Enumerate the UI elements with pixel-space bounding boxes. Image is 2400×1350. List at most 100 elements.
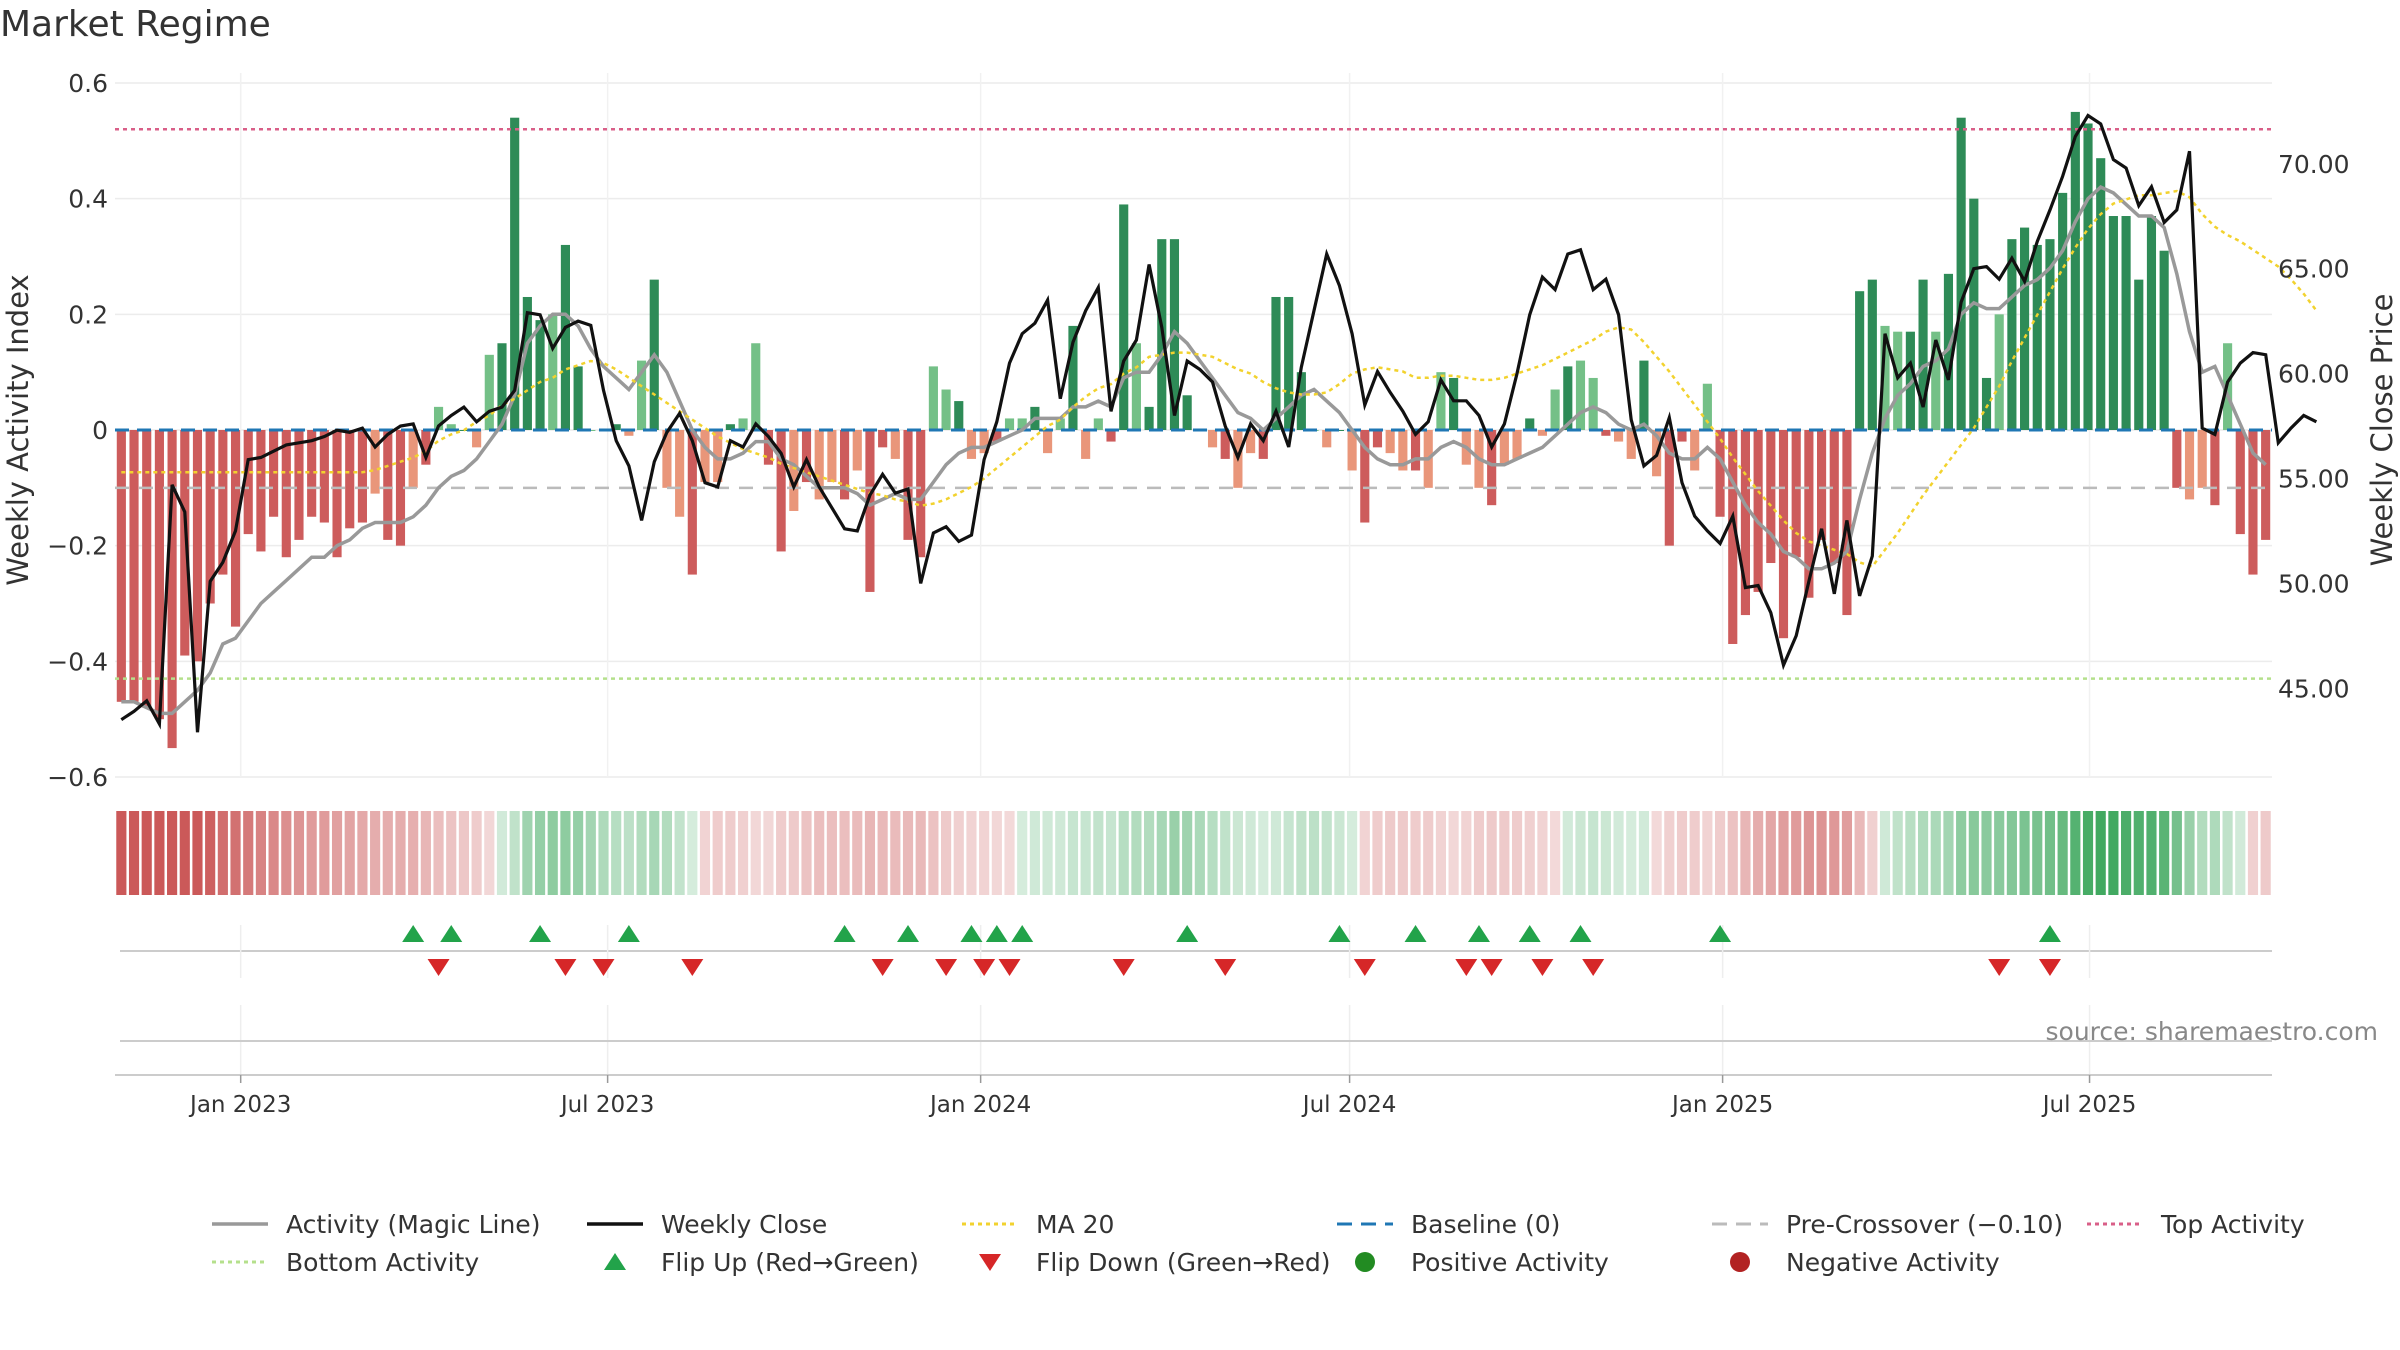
activity-bar [218, 430, 228, 575]
regime-cell [1296, 811, 1307, 895]
activity-bar [1093, 418, 1103, 430]
legend-label: Weekly Close [661, 1209, 828, 1239]
flip-down-marker [2038, 959, 2061, 976]
regime-cell [1613, 811, 1624, 895]
regime-cell [2006, 811, 2017, 895]
activity-bar [776, 430, 786, 552]
activity-bar [1004, 418, 1015, 430]
x-tick-label: Jan 2025 [1670, 1092, 1773, 1118]
activity-bar [675, 430, 685, 517]
activity-bar [1893, 331, 1903, 430]
regime-cell [2032, 811, 2043, 895]
activity-bar [1601, 430, 1611, 436]
activity-bar [1766, 430, 1776, 564]
activity-bar [1131, 343, 1141, 430]
activity-bar [370, 430, 380, 494]
legend-item: Bottom Activity [210, 1243, 479, 1281]
activity-bar [510, 117, 520, 430]
regime-cell [953, 811, 964, 895]
y-tick-label: −0.4 [47, 647, 108, 676]
regime-cell [1994, 811, 2005, 895]
regime-cell [2171, 811, 2182, 895]
activity-bar [878, 430, 888, 448]
regime-cell [268, 811, 279, 895]
regime-cell [192, 811, 203, 895]
regime-cell [471, 811, 482, 895]
regime-cell [1042, 811, 1053, 895]
legend-item: Positive Activity [1335, 1243, 1609, 1281]
activity-bar [2020, 227, 2030, 430]
regime-cell [522, 811, 533, 895]
regime-cell [2209, 811, 2220, 895]
flip-up-marker [985, 925, 1008, 942]
regime-cell [737, 811, 749, 895]
activity-bar [2197, 430, 2207, 488]
regime-cell [814, 811, 825, 895]
regime-cell [2108, 811, 2119, 895]
ma20-line [121, 189, 2318, 569]
regime-cell [1397, 811, 1408, 895]
regime-cell [357, 811, 368, 895]
legend-label: MA 20 [1036, 1209, 1115, 1239]
regime-cell [243, 811, 254, 895]
regime-cell [1575, 811, 1586, 895]
activity-bar [345, 430, 355, 529]
legend-label: Top Activity [2161, 1209, 2305, 1239]
activity-bar [1347, 430, 1357, 471]
activity-bar [2058, 192, 2068, 430]
activity-bar [243, 430, 253, 535]
activity-bar [1499, 430, 1509, 465]
activity-bar [1334, 430, 1344, 431]
x-tick-label: Jul 2025 [2041, 1092, 2137, 1118]
activity-bar [1753, 430, 1763, 592]
regime-cell [852, 811, 863, 895]
regime-cell [1334, 811, 1345, 895]
activity-bar [636, 360, 647, 430]
regime-cell [2197, 811, 2208, 895]
regime-cell [2184, 811, 2195, 895]
regime-cell [1461, 811, 1472, 895]
legend-label: Baseline (0) [1411, 1209, 1561, 1239]
activity-bar [573, 366, 583, 430]
activity-bar [1144, 406, 1154, 430]
activity-bar [522, 296, 532, 430]
activity-bar [1969, 198, 1979, 430]
legend-swatch [212, 1222, 268, 1226]
regime-cell [167, 811, 178, 895]
regime-cell [1651, 811, 1662, 895]
activity-bar [1296, 372, 1306, 430]
bottom-panel [115, 1005, 2272, 1076]
activity-bar [1563, 366, 1573, 430]
regime-cell [2235, 811, 2246, 895]
regime-cell [1727, 811, 1738, 895]
regime-cell [2019, 811, 2030, 895]
regime-cell [2057, 811, 2068, 895]
activity-bar [751, 343, 761, 430]
activity-bar [1918, 279, 1928, 430]
activity-bar [2121, 216, 2131, 430]
legend-swatch [1730, 1252, 1750, 1272]
activity-bar [2045, 239, 2055, 430]
activity-bar [1410, 430, 1421, 471]
regime-cell [331, 811, 343, 895]
regime-cell [2159, 811, 2170, 895]
flip-down-marker [935, 959, 958, 976]
regime-cell [776, 811, 787, 895]
activity-bar [167, 430, 177, 749]
activity-bar [827, 430, 837, 483]
weekly-close-line [120, 113, 2318, 733]
legend-item: Weekly Close [585, 1205, 827, 1243]
chart-legend: Activity (Magic Line) Weekly Close MA 20 Ba… [210, 1205, 2400, 1295]
legend-label: Pre-Crossover (−0.10) [1786, 1209, 2064, 1239]
activity-bar [2070, 111, 2080, 431]
legend-swatch [1337, 1222, 1393, 1226]
flip-down-marker [1988, 959, 2011, 976]
activity-bar [1119, 204, 1129, 430]
regime-cell [1169, 811, 1180, 895]
legend-swatch [962, 1222, 1018, 1226]
regime-cell [712, 811, 723, 895]
y2-tick-label: 70.00 [2278, 150, 2350, 179]
y2-tick-label: 60.00 [2278, 360, 2350, 389]
activity-bar [294, 430, 304, 540]
flip-down-marker [681, 959, 704, 976]
